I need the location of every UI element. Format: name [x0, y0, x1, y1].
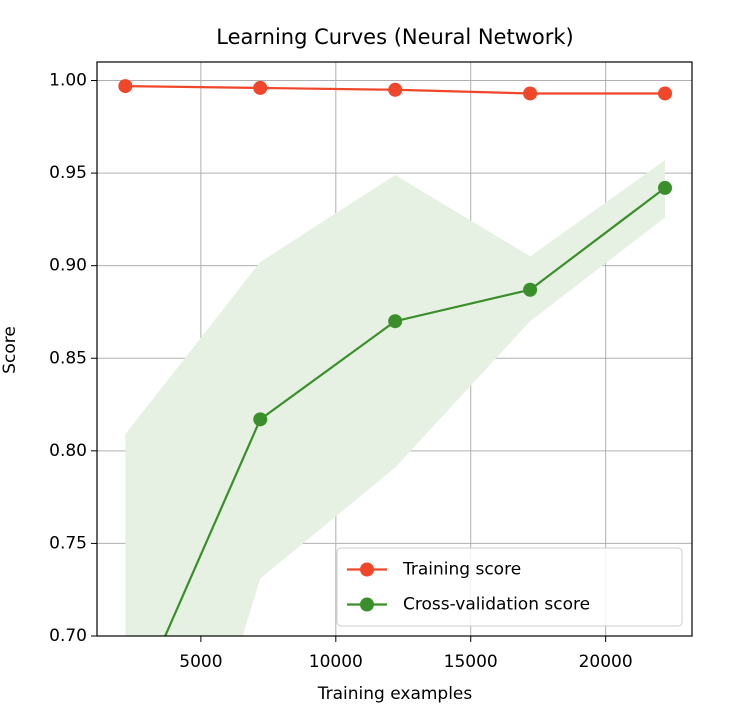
x-tick-label: 20000: [579, 652, 633, 672]
data-point: [253, 80, 268, 95]
data-point: [253, 412, 268, 427]
legend-label: Cross-validation score: [403, 595, 590, 615]
y-tick-label: 1.00: [49, 71, 87, 91]
data-point: [118, 79, 133, 94]
data-point: [388, 314, 403, 329]
y-tick-label: 0.90: [49, 256, 87, 276]
chart-title: Learning Curves (Neural Network): [216, 25, 573, 49]
data-point: [523, 86, 538, 101]
data-point: [658, 180, 673, 195]
x-tick-label: 10000: [309, 652, 363, 672]
x-tick-label: 15000: [444, 652, 498, 672]
data-point: [658, 86, 673, 101]
y-tick-label: 0.70: [49, 626, 87, 646]
x-tick-label: 5000: [179, 652, 222, 672]
y-tick-label: 0.95: [49, 163, 87, 183]
legend-label: Training score: [402, 560, 521, 580]
legend: Training score Cross-validation score: [336, 547, 683, 627]
data-point: [388, 82, 403, 97]
data-point: [523, 282, 538, 297]
y-tick-label: 0.80: [49, 441, 87, 461]
x-axis-label: Training examples: [317, 684, 473, 704]
y-tick-label: 0.75: [49, 533, 87, 553]
y-axis-label: Score: [0, 326, 20, 374]
legend-marker: [360, 562, 374, 577]
confidence-band: [125, 160, 666, 636]
y-tick-label: 0.85: [49, 348, 87, 368]
plot-area: [118, 79, 673, 636]
axes-frame: [96, 61, 693, 637]
legend-box: [336, 547, 683, 627]
legend-marker: [360, 597, 374, 612]
